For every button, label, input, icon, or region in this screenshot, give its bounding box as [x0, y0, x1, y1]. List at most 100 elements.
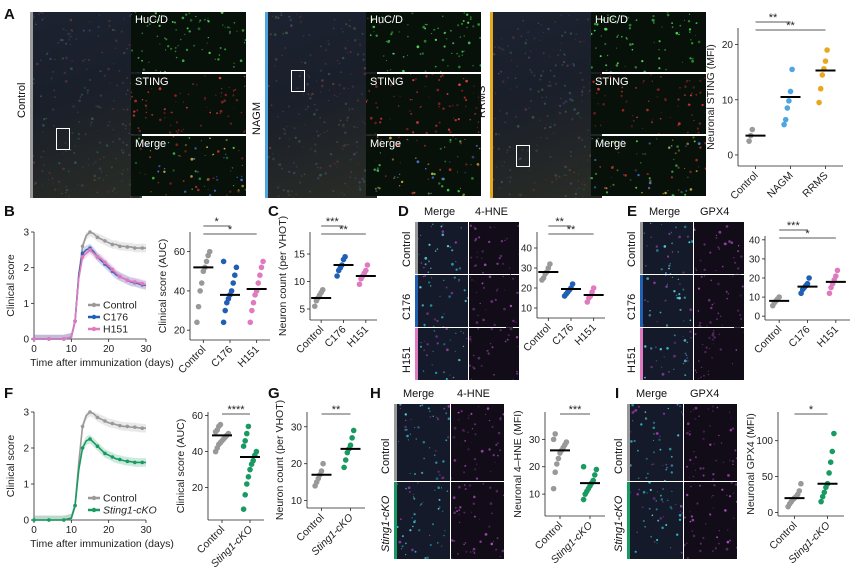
row-color-bar	[627, 482, 630, 559]
data-point	[590, 285, 597, 291]
panel-h-sting1cko-merge	[397, 482, 450, 559]
y-tick-label: 20	[174, 326, 186, 337]
x-tick-label: H151	[345, 324, 371, 350]
channel-label: HuC/D	[595, 14, 629, 26]
panel-d-c176-4hne	[469, 275, 519, 327]
panel-letter-i: I	[615, 385, 620, 402]
y-tick-label: 3	[23, 408, 29, 419]
zoom-nagm-merge: Merge	[366, 136, 481, 196]
panel-h-control-4hne	[451, 404, 504, 481]
panel-letter-b: B	[4, 203, 15, 220]
chart-b-auc: 20 40 60 Clinical score (AUC) Control C176 H15…	[157, 216, 270, 376]
zoom-rrms-sting: STING	[591, 74, 706, 134]
data-point	[356, 281, 363, 288]
legend-swatch-dot	[91, 507, 97, 513]
data-point	[819, 72, 826, 78]
series-point	[125, 245, 130, 249]
data-point	[782, 116, 789, 123]
y-tick-label: 20	[529, 462, 541, 473]
row-label: Control	[626, 231, 638, 267]
channel-header: Merge	[636, 388, 668, 400]
zoom-control-merge: Merge	[131, 136, 246, 196]
data-point	[552, 431, 558, 437]
row-label: Control	[380, 438, 392, 474]
x-tick-label: 0	[31, 525, 37, 536]
data-point	[547, 261, 553, 267]
data-point	[776, 294, 782, 300]
data-point	[247, 466, 253, 473]
x-axis-label: Time after immunization (days)	[30, 357, 174, 369]
series-point	[95, 235, 100, 240]
data-point	[824, 47, 830, 53]
data-point	[341, 464, 347, 471]
overview-control-image	[32, 12, 142, 198]
data-point	[789, 66, 795, 73]
row-label: H151	[626, 346, 638, 373]
y-tick-label: 0	[767, 508, 773, 519]
x-axis-label: Time after immunization (days)	[30, 538, 174, 550]
series-line	[34, 248, 147, 340]
row-color-bar	[415, 328, 418, 380]
significance-label: **	[769, 12, 778, 24]
panel-i-control-merge	[630, 404, 683, 481]
y-tick-label: 3	[23, 228, 29, 239]
group-label-control: Control	[16, 82, 28, 118]
data-point	[798, 480, 804, 487]
series-point	[88, 248, 92, 252]
data-point	[240, 506, 247, 512]
series-point	[80, 424, 85, 429]
chart-a: 0 10 20 Neuronal STING (MFI) Control NAGM RRMS…	[705, 12, 843, 202]
data-point	[822, 58, 829, 64]
data-point	[350, 427, 357, 434]
y-tick-label: 1	[23, 299, 29, 310]
x-tick-label: C176	[550, 322, 576, 348]
x-tick-label: C176	[786, 324, 812, 350]
series-point	[140, 246, 145, 250]
data-point	[228, 288, 235, 294]
series-point	[103, 260, 107, 265]
y-tick-label: 60	[192, 411, 204, 422]
x-tick-label: Control	[521, 322, 553, 354]
panel-e-h151-merge	[643, 328, 693, 380]
series-point	[32, 518, 36, 522]
panel-d-h151-merge	[418, 328, 468, 380]
series-point	[47, 518, 51, 522]
zoom-rrms-hucd: HuC/D	[591, 12, 706, 72]
data-point	[826, 290, 833, 297]
data-point	[334, 273, 340, 279]
channel-header: Merge	[424, 206, 456, 218]
y-axis-label: Neuronal 4–HNE (MFI)	[512, 410, 524, 517]
y-axis-label: Neuronal GPX4 (MFI)	[745, 413, 757, 515]
series-point	[140, 460, 145, 465]
row-color-bar	[415, 222, 418, 274]
y-tick-label: 2	[23, 444, 29, 455]
panel-letter-g: G	[268, 385, 280, 402]
x-tick-label: Control	[752, 324, 784, 356]
series-point	[103, 419, 107, 423]
inset-box	[291, 70, 305, 92]
series-point	[62, 337, 66, 341]
data-point	[240, 443, 247, 450]
data-point	[342, 457, 349, 463]
significance-label: ***	[569, 404, 583, 416]
data-point	[247, 319, 254, 326]
panel-h-sting1cko-4hne	[451, 482, 504, 559]
data-point	[242, 492, 248, 498]
series-point	[133, 460, 137, 465]
data-point	[821, 489, 828, 496]
panel-letter-a: A	[4, 6, 15, 23]
y-tick-label: 2	[23, 263, 29, 274]
x-tick-label: 10	[66, 344, 78, 355]
panel-e-c176-gpx4	[694, 275, 744, 327]
data-point	[220, 319, 227, 326]
significance-label: *	[215, 216, 220, 228]
panel-letter-c: C	[268, 203, 279, 220]
row-color-bar	[627, 404, 630, 481]
y-tick-label: 30	[749, 254, 761, 265]
group-label-nagm: NAGM	[251, 102, 263, 135]
row-label: Control	[401, 231, 413, 267]
data-point	[781, 121, 787, 128]
